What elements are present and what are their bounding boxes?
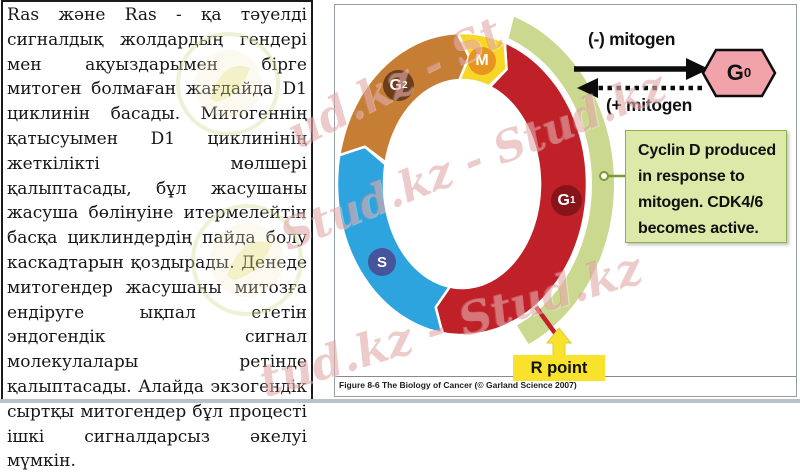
phase-label-s: S bbox=[376, 253, 387, 271]
phase-label-g2: G bbox=[389, 76, 402, 94]
slide-bottom-edge bbox=[0, 399, 800, 403]
minus-mitogen-label: (-) mitogen bbox=[588, 29, 676, 49]
cyclin-d-callout: Cyclin D produced in response to mitogen… bbox=[625, 130, 787, 243]
phase-label-g1: G bbox=[557, 191, 570, 209]
phase-badge-s: S bbox=[368, 248, 396, 276]
kazakh-paragraph: Ras және Ras - қа тәуелді сигналдық жолд… bbox=[7, 5, 307, 472]
phase-label-m: M bbox=[475, 52, 489, 69]
phase-badge-m: M bbox=[468, 47, 496, 75]
plus-mitogen-label: (+ mitogen bbox=[606, 95, 692, 115]
r-point-label: R point bbox=[513, 355, 605, 381]
kazakh-text-panel: Ras және Ras - қа тәуелді сигналдық жолд… bbox=[1, 0, 313, 471]
